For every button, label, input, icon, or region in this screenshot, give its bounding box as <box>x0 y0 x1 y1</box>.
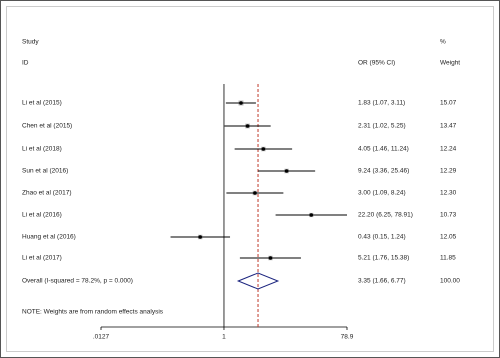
overall-ci-label: 3.35 (1.66, 6.77) <box>358 278 406 285</box>
study-label: Zhao et al (2017) <box>22 190 72 197</box>
ci-label: 3.00 (1.09, 8.24) <box>358 190 406 197</box>
weight-label: 15.07 <box>440 100 457 107</box>
weight-label: 12.24 <box>440 146 457 153</box>
x-tick-label: 78.9 <box>341 334 354 341</box>
ci-label: 1.83 (1.07, 3.11) <box>358 100 405 107</box>
point-estimate <box>239 101 243 105</box>
overall-weight-label: 100.00 <box>440 278 460 285</box>
weight-label: 11.85 <box>440 255 456 262</box>
weight-label: 13.47 <box>440 123 457 130</box>
point-estimate <box>261 147 266 151</box>
note: NOTE: Weights are from random effects an… <box>22 309 164 316</box>
study-label: Li et al (2018) <box>22 146 62 153</box>
ci-label: 22.20 (6.25, 78.91) <box>358 212 413 219</box>
ci-label: 0.43 (0.15, 1.24) <box>358 234 406 241</box>
point-estimate <box>268 256 273 260</box>
x-tick-label: 1 <box>222 334 226 341</box>
point-estimate <box>284 169 289 173</box>
study-label: Sun et al (2016) <box>22 168 68 175</box>
weight-label: 12.30 <box>440 190 457 197</box>
point-estimate <box>198 235 203 239</box>
overall-diamond <box>236 272 280 290</box>
point-estimate <box>309 213 314 217</box>
point-estimate <box>245 124 250 128</box>
study-label: Chen et al (2015) <box>22 123 72 130</box>
study-label: Li et al (2015) <box>22 100 62 107</box>
inner-frame <box>6 6 494 352</box>
ci-label: 2.31 (1.02, 5.25) <box>358 123 406 130</box>
ci-label: 4.05 (1.46, 11.24) <box>358 146 409 153</box>
x-tick-label: .0127 <box>93 334 110 341</box>
header-percent: % <box>440 39 446 46</box>
header-id: ID <box>22 60 29 67</box>
study-label: Li et al (2016) <box>22 212 62 219</box>
weight-label: 12.05 <box>440 234 457 241</box>
header-study: Study <box>22 39 39 46</box>
point-estimate <box>253 191 257 195</box>
weight-label: 10.73 <box>440 212 457 219</box>
ci-label: 5.21 (1.76, 15.38) <box>358 255 409 262</box>
header-weight: Weight <box>440 60 460 67</box>
header-or-ci: OR (95% CI) <box>358 60 395 67</box>
study-label: Li et al (2017) <box>22 255 62 262</box>
ci-label: 9.24 (3.36, 25.46) <box>358 168 409 175</box>
weight-label: 12.29 <box>440 168 457 175</box>
study-label: Huang et al (2016) <box>22 234 76 241</box>
overall-label: Overall (I-squared = 78.2%, p = 0.000) <box>22 278 133 285</box>
